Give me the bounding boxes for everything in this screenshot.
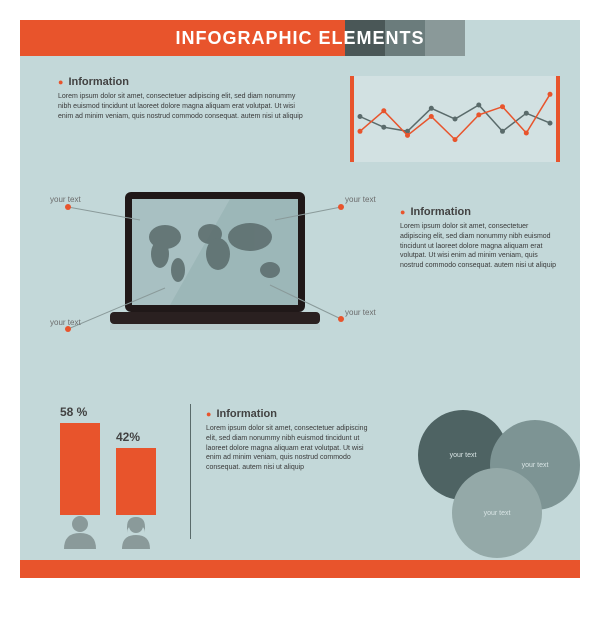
info-heading: Information <box>400 206 560 218</box>
bottom-bar <box>20 560 580 578</box>
info-block-bottom: Information Lorem ipsum dolor sit amet, … <box>206 408 376 473</box>
info-body: Lorem ipsum dolor sit amet, consectetuer… <box>58 92 308 121</box>
header-title: INFOGRAPHIC ELEMENTS <box>20 28 580 49</box>
divider <box>190 404 191 539</box>
info-heading: Information <box>206 408 376 420</box>
info-body: Lorem ipsum dolor sit amet, consectetuer… <box>206 424 376 473</box>
male-icon <box>61 515 99 554</box>
bar <box>116 448 156 515</box>
line-chart-svg <box>354 76 556 162</box>
bubble: your text <box>452 468 542 558</box>
laptop-svg <box>110 192 320 337</box>
callout-dot-icon <box>338 316 344 322</box>
info-block-mid: Information Lorem ipsum dolor sit amet, … <box>400 206 560 271</box>
callout-label: your text <box>345 308 376 317</box>
callout-dot-icon <box>338 204 344 210</box>
info-body: Lorem ipsum dolor sit amet, consectetuer… <box>400 222 560 271</box>
info-block-top: Information Lorem ipsum dolor sit amet, … <box>58 76 308 121</box>
info-heading: Information <box>58 76 308 88</box>
bar-label: 58 % <box>60 405 87 419</box>
female-icon <box>117 515 155 554</box>
bar <box>60 423 100 515</box>
callout-label: your text <box>345 195 376 204</box>
callout-label: your text <box>50 318 81 327</box>
callout-dot-icon <box>65 204 71 210</box>
callout-label: your text <box>50 195 81 204</box>
line-chart <box>350 76 560 162</box>
infographic-canvas: INFOGRAPHIC ELEMENTS Information Lorem i… <box>20 20 580 578</box>
header: INFOGRAPHIC ELEMENTS <box>20 20 580 56</box>
bar-label: 42% <box>116 430 140 444</box>
laptop <box>110 192 320 337</box>
